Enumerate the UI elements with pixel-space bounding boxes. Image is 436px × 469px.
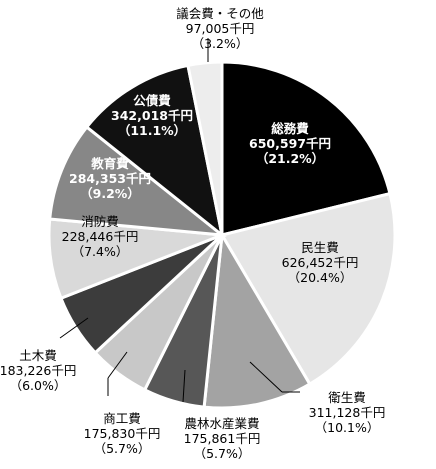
slice-name-9: 公債費 — [133, 93, 171, 108]
slice-label-10: 議会費・その他 97,005千円（3.2%） — [176, 6, 264, 51]
leader-line-3 — [249, 361, 283, 393]
slice-value-6: 183,226千円 — [0, 363, 76, 378]
slice-value-4: 175,861千円 — [184, 431, 261, 446]
slice-name-7: 消防費 — [81, 214, 119, 229]
slice-labels: 総務費 650,597千円（21.2%） 民生費 626,452千円（20.4%） 衛生… — [0, 6, 385, 461]
slice-percent-7: （7.4%） — [72, 244, 129, 259]
slice-percent-2: （20.4%） — [288, 270, 353, 285]
slice-name-1: 総務費 — [271, 121, 309, 136]
slice-percent-3: （10.1%） — [315, 420, 380, 435]
slice-percent-5: （5.7%） — [94, 441, 151, 456]
leader-line-6 — [59, 317, 89, 339]
pie-slice-1 — [220, 60, 392, 237]
leader-line-5 — [107, 351, 128, 379]
slice-value-7: 228,446千円 — [62, 229, 139, 244]
slice-value-3: 311,128千円 — [309, 405, 386, 420]
slice-label-4: 農林水産業費 175,861千円（5.7%） — [184, 416, 261, 461]
slice-percent-4: （5.7%） — [194, 446, 251, 461]
slice-name-8: 教育費 — [90, 156, 129, 171]
slice-name-5: 商工費 — [103, 411, 141, 426]
slice-value-2: 626,452千円 — [282, 255, 359, 270]
slice-name-10: 議会費・その他 — [176, 6, 264, 21]
slice-percent-1: （21.2%） — [256, 151, 324, 166]
slice-percent-10: （3.2%） — [192, 36, 249, 51]
slice-value-10: 97,005千円 — [186, 21, 255, 36]
slice-label-7: 消防費 228,446千円（7.4%） — [62, 214, 139, 259]
slice-percent-6: （6.0%） — [10, 378, 67, 393]
pie-slice-10 — [186, 60, 224, 236]
slice-label-2: 民生費 626,452千円（20.4%） — [282, 240, 359, 285]
slice-value-1: 650,597千円 — [249, 136, 331, 151]
slice-label-5: 商工費 175,830千円（5.7%） — [84, 411, 161, 456]
slice-name-3: 衛生費 — [328, 390, 366, 405]
slice-label-9: 公債費 342,018千円（11.1%） — [111, 93, 193, 138]
slice-name-6: 土木費 — [19, 348, 57, 363]
slice-label-3: 衛生費 311,128千円（10.1%） — [309, 390, 386, 435]
slice-value-5: 175,830千円 — [84, 426, 161, 441]
slice-value-9: 342,018千円 — [111, 108, 193, 123]
pie-slice-9 — [84, 63, 225, 239]
slice-label-8: 教育費 284,353千円（9.2%） — [69, 156, 151, 201]
slice-label-6: 土木費 183,226千円（6.0%） — [0, 348, 76, 393]
slice-label-1: 総務費 650,597千円（21.2%） — [249, 121, 331, 166]
leader-lines — [59, 38, 300, 403]
pie-slices — [47, 60, 397, 410]
pie-slice-8 — [48, 124, 227, 237]
leader-line-4 — [182, 369, 186, 403]
slice-percent-9: （11.1%） — [118, 123, 186, 138]
pie-slice-2 — [219, 191, 397, 387]
pie-slice-3 — [202, 230, 312, 410]
slice-name-2: 民生費 — [301, 240, 339, 255]
slice-percent-8: （9.2%） — [80, 186, 140, 201]
slice-name-4: 農林水産業費 — [184, 416, 259, 431]
slice-value-8: 284,353千円 — [69, 171, 151, 186]
